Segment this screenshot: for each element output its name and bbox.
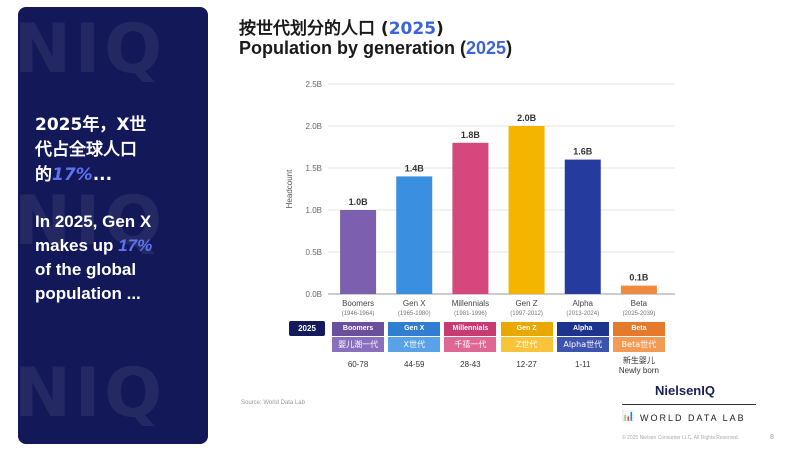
x-tick-sublabel: (1946-1964) [342,311,375,317]
insight-en-line: of the global [35,260,137,279]
page-number: 8 [770,434,774,441]
table-cn-name: X世代 [388,337,441,352]
table-cn-name: Beta世代 [612,337,665,352]
y-tick-label: 0.5B [306,248,322,257]
x-tick-sublabel: (2025-2039) [623,311,656,317]
bar-gen-z [508,126,545,294]
x-tick-sublabel: (1981-1996) [454,311,487,317]
x-tick-label: Gen X [403,299,426,308]
table-age-extra: Newly born [618,366,659,375]
y-axis-label: Headcount [285,169,294,208]
x-tick-sublabel: (1997-2012) [510,311,543,317]
bar-value-label: 0.1B [629,273,649,283]
y-tick-label: 2.0B [306,122,322,131]
bar-value-label: 1.8B [461,130,481,140]
table-header: Gen Z [500,322,553,336]
insight-en: In 2025, Gen X makes up 17% of the globa… [35,210,203,306]
bar-value-label: 1.4B [405,163,425,173]
bar-value-label: 1.6B [573,147,593,157]
table-header: Boomers [332,322,385,336]
population-bar-chart: 0.0B 0.5B 1.0B 1.5B 2.0B 2.5B Headcount 1.0B Boo… [285,80,675,317]
table-header: Millennials [444,322,497,336]
table-cn-name: Z世代 [500,337,553,352]
table-age-range: 新生婴儿 Newly born [613,355,665,375]
x-tick-sublabel: (1965-1980) [398,311,431,317]
table-age-range: 28-43 [460,360,481,369]
divider [622,404,756,405]
table-cn-name: 婴儿潮一代 [332,337,385,352]
x-tick-label: Alpha [573,299,594,308]
bar-gen-x [396,176,433,294]
x-tick-label: Millennials [452,299,489,308]
highlight-percent: 17% [52,165,93,185]
table-header: Gen X [388,322,441,336]
bar-millennials [452,142,489,294]
highlight-percent: 17% [118,236,153,255]
x-tick-sublabel: (2013-2024) [566,311,599,317]
bar-beta [620,285,657,294]
chart-title-cn: 按世代划分的人口 (2025) [239,19,444,39]
niq-watermark: NIQ [18,354,167,433]
niq-watermark: NIQ [18,182,167,261]
source-note: Source: World Data Lab [241,400,305,406]
insight-cn-line: 2025年，X世 [35,115,147,135]
y-tick-label: 1.0B [306,206,322,215]
x-tick-label: Boomers [342,299,374,308]
key-insight: 2025年，X世 代占全球人口 的17%... In 2025, Gen X m… [35,113,203,306]
x-tick-label: Beta [631,299,648,308]
insight-cn-line: 代占全球人口 [35,140,137,160]
bar-alpha [564,159,601,294]
left-panel: NIQ NIQ NIQ 2025年，X世 代占全球人口 的17%... In 2… [18,7,208,444]
insight-en-line: population ... [35,284,141,303]
x-tick-label: Gen Z [515,299,537,308]
table-age-range: 44-59 [404,360,425,369]
bar-value-label: 1.0B [349,197,369,207]
nielseniq-logo: NielsenIQ [655,383,715,398]
insight-en-line: makes up 17% [35,236,153,255]
world-data-lab-icon: 📊 [622,411,635,422]
world-data-lab-logo: WORLD DATA LAB [640,413,746,423]
table-age-range: 12-27 [516,360,537,369]
y-tick-label: 1.5B [306,164,322,173]
table-header: Beta [612,322,665,336]
copyright: © 2025 Nielsen Consumer LLC. All Rights … [622,435,740,441]
insight-en-line: In 2025, Gen X [35,212,152,231]
insight-cn-line: 的17%... [35,165,113,185]
table-year-label: 2025 [289,321,325,336]
chart-title-en: Population by generation (2025) [239,38,513,58]
table-header: Alpha [556,322,609,336]
bar-value-label: 2.0B [517,113,537,123]
table-cn-name: Alpha世代 [556,337,609,352]
y-tick-label: 2.5B [306,80,322,89]
insight-cn: 2025年，X世 代占全球人口 的17%... [35,113,203,188]
bar-boomers [340,210,377,294]
table-age-range: 1-11 [575,360,591,369]
table-cn-name: 千禧一代 [444,337,497,352]
niq-watermark: NIQ [18,10,167,89]
y-tick-label: 0.0B [306,290,322,299]
table-age-range: 60-78 [347,360,369,369]
